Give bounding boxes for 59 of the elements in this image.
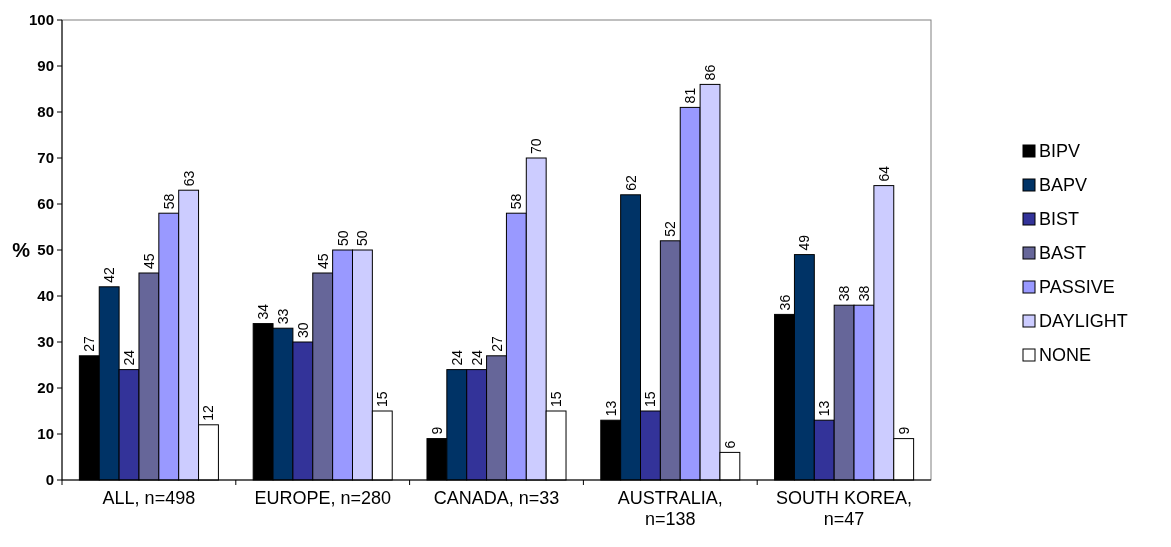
data-label: 81	[682, 87, 699, 104]
data-label: 15	[374, 391, 391, 407]
y-tick-label: 90	[37, 57, 54, 75]
legend-label: DAYLIGHT	[1039, 311, 1128, 332]
data-label: 45	[140, 253, 157, 269]
x-tick-label: AUSTRALIA, n=138	[617, 488, 723, 529]
y-tick-label: 60	[37, 195, 54, 213]
x-tick-label: SOUTH KOREA, n=47	[776, 488, 913, 529]
data-label: 45	[314, 253, 331, 269]
data-label: 36	[776, 294, 793, 311]
y-axis-title: %	[12, 239, 31, 261]
x-tick-label: EUROPE, n=280	[254, 488, 391, 508]
data-label: 50	[334, 230, 351, 246]
y-tick-label: 70	[37, 149, 54, 167]
data-label: 38	[836, 285, 853, 302]
legend-label: PASSIVE	[1039, 277, 1115, 298]
data-label: 33	[274, 308, 291, 325]
data-label: 38	[855, 285, 872, 302]
x-tick-label: CANADA, n=33	[433, 488, 560, 508]
data-label: 27	[488, 336, 505, 352]
data-label: 52	[662, 221, 679, 237]
data-label: 12	[200, 405, 217, 421]
data-label: 34	[255, 303, 272, 320]
data-label: 42	[101, 267, 118, 283]
legend-label: BIPV	[1039, 141, 1081, 162]
legend-label: BIST	[1039, 209, 1080, 230]
y-tick-label: 10	[37, 425, 54, 443]
y-tick-label: 50	[37, 241, 54, 259]
legend-label: BAPV	[1039, 175, 1088, 196]
data-label: 24	[448, 349, 465, 366]
y-tick-label: 40	[37, 287, 54, 305]
data-label: 27	[81, 336, 98, 352]
data-label: 24	[468, 349, 485, 366]
y-tick-label: 20	[37, 379, 54, 397]
x-tick-label: ALL, n=498	[102, 488, 196, 508]
data-label: 24	[121, 349, 138, 366]
y-tick-label: 0	[45, 471, 54, 489]
data-label: 49	[796, 234, 813, 251]
data-label: 13	[816, 400, 833, 417]
y-tick-label: 100	[28, 11, 54, 29]
data-label: 13	[602, 400, 619, 417]
data-label: 50	[354, 230, 371, 246]
data-label: 30	[294, 322, 311, 338]
data-label: 62	[622, 175, 639, 191]
data-label: 63	[180, 170, 197, 187]
data-label: 9	[428, 426, 445, 435]
y-tick-label: 80	[37, 103, 54, 121]
legend-label: BAST	[1039, 243, 1087, 264]
data-label: 15	[548, 391, 565, 407]
data-label: 70	[528, 138, 545, 154]
data-label: 64	[875, 165, 892, 182]
data-label: 15	[642, 391, 659, 407]
data-label: 58	[160, 193, 177, 210]
data-label: 58	[508, 193, 525, 210]
data-label: 86	[702, 64, 719, 81]
y-tick-label: 30	[37, 333, 54, 351]
legend-label: NONE	[1039, 345, 1092, 366]
data-label: 9	[895, 426, 912, 435]
data-label: 6	[721, 440, 738, 449]
